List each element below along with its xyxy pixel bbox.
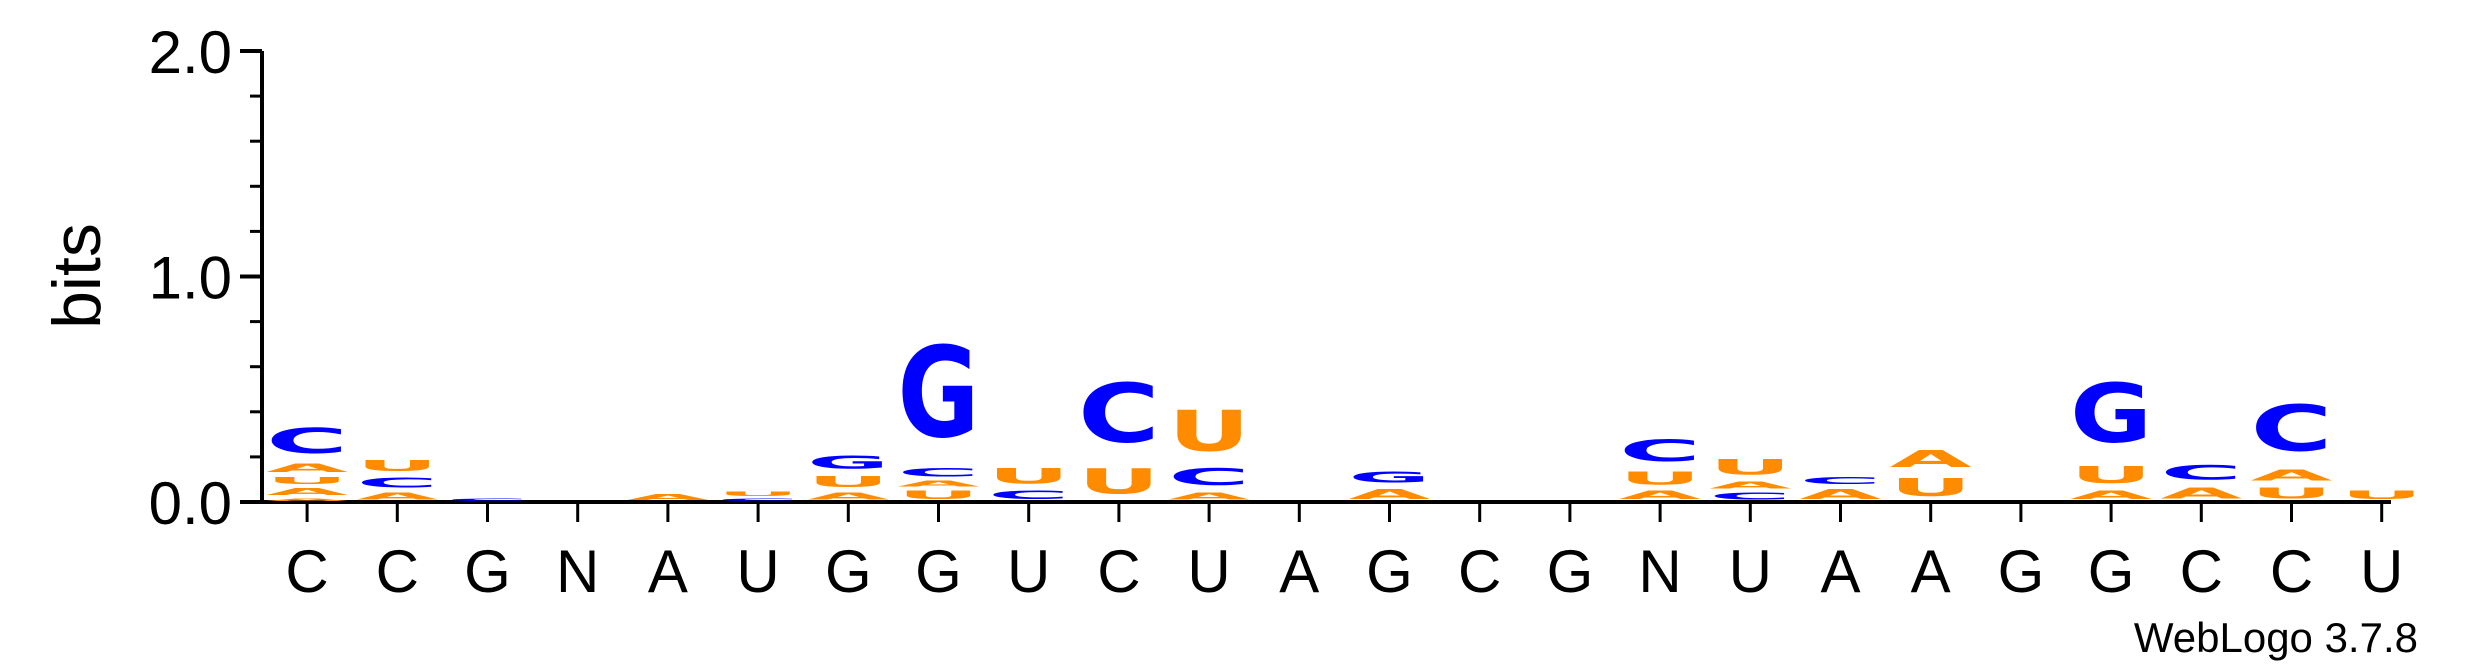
x-tick-label: C bbox=[2270, 538, 2313, 605]
x-tick-label: U bbox=[1729, 538, 1772, 605]
logo-letter-A: A bbox=[266, 461, 348, 475]
weblogo-version-label: WebLogo 3.7.8 bbox=[2134, 614, 2418, 661]
logo-letter-A: A bbox=[627, 493, 709, 502]
x-tick-label: U bbox=[736, 538, 779, 605]
logo-letter-C: C bbox=[2251, 393, 2333, 466]
logo-letter-U: U bbox=[807, 473, 889, 491]
logo-letter-U: U bbox=[1619, 469, 1701, 489]
logo-letter-C: C bbox=[1709, 491, 1791, 502]
logo-letter-C: C bbox=[2160, 462, 2242, 484]
logo-letter-U: U bbox=[2250, 484, 2332, 502]
logo-letter-U: U bbox=[2070, 462, 2152, 489]
logo-letter-A: A bbox=[356, 491, 438, 502]
logo-letter-U: U bbox=[988, 464, 1070, 489]
x-tick-label: G bbox=[1547, 538, 1594, 605]
logo-letter-U: U bbox=[2341, 488, 2423, 502]
x-tick-label: U bbox=[1007, 538, 1050, 605]
x-tick-label: G bbox=[464, 538, 511, 605]
logo-letter-A: A bbox=[1890, 446, 1972, 473]
x-tick-label: A bbox=[1279, 538, 1319, 605]
logo-letter-C: C bbox=[1800, 475, 1882, 486]
x-tick-label: C bbox=[285, 538, 328, 605]
logo-letter-C: C bbox=[356, 475, 438, 491]
logo-letter-A: A bbox=[898, 479, 980, 488]
y-ticks: 0.0 1.0 2.0 bbox=[149, 19, 262, 537]
logo-letter-C: C bbox=[1168, 464, 1250, 491]
logo-letter-A: A bbox=[1349, 486, 1432, 502]
logo-letter-A: A bbox=[1709, 479, 1791, 490]
logo-letter-U: U bbox=[356, 457, 438, 475]
logo-letter-G: G bbox=[898, 320, 980, 466]
logo-letter-G: G bbox=[807, 452, 889, 472]
x-tick-label: G bbox=[915, 538, 962, 605]
logo-letter-A: A bbox=[266, 497, 348, 502]
x-tick-label: N bbox=[1638, 538, 1681, 605]
logo-letter-U: U bbox=[1078, 462, 1160, 502]
y-tick-label: 2.0 bbox=[149, 19, 232, 86]
y-tick-label: 0.0 bbox=[149, 470, 232, 537]
logo-letter-A: A bbox=[266, 486, 348, 497]
y-tick-label: 1.0 bbox=[149, 245, 232, 312]
x-tick-label: A bbox=[1911, 538, 1951, 605]
logo-letter-C: C bbox=[898, 466, 980, 480]
logo-letter-A: A bbox=[807, 491, 889, 502]
x-tick-label: C bbox=[1097, 538, 1140, 605]
logo-letter-A: A bbox=[1619, 488, 1701, 502]
x-tick-label: A bbox=[648, 538, 688, 605]
logo-letter-U: U bbox=[1168, 399, 1250, 464]
logo-letter-C: C bbox=[1619, 435, 1701, 469]
logo-letter-G: G bbox=[2070, 368, 2152, 461]
logo-letter-A: A bbox=[2160, 484, 2243, 502]
x-tick-label: U bbox=[1187, 538, 1230, 605]
x-tick-label: G bbox=[825, 538, 872, 605]
x-tick-label: A bbox=[1820, 538, 1860, 605]
logo-letter-U: U bbox=[1709, 455, 1791, 480]
x-tick-label: G bbox=[1366, 538, 1413, 605]
x-tick-label: U bbox=[2360, 538, 2403, 605]
logo-letter-C: C bbox=[1078, 367, 1160, 462]
x-tick-label: C bbox=[2180, 538, 2223, 605]
x-tick-label: C bbox=[376, 538, 419, 605]
logo-letter-C: C bbox=[988, 488, 1070, 502]
logo-letter-G: G bbox=[1349, 468, 1431, 486]
logo-letter-U: U bbox=[717, 491, 799, 498]
logo-letter-U: U bbox=[266, 475, 348, 486]
logo-letter-A: A bbox=[2070, 488, 2152, 502]
logo-letter-C: C bbox=[266, 421, 348, 462]
logo-letter-A: A bbox=[1168, 491, 1250, 502]
x-tick-label: N bbox=[556, 538, 599, 605]
logo-letter-C: C bbox=[717, 498, 799, 502]
logo-letter-U: U bbox=[1890, 473, 1972, 502]
y-axis-label: bits bbox=[39, 223, 115, 329]
logo-letter-A: A bbox=[1800, 486, 1883, 502]
logo-letter-A: A bbox=[2251, 466, 2334, 484]
x-tick-label: G bbox=[1998, 538, 2045, 605]
x-tick-label: C bbox=[1458, 538, 1501, 605]
logo-letter-U: U bbox=[898, 488, 980, 502]
x-tick-label: G bbox=[2088, 538, 2135, 605]
logo-letter-C: C bbox=[447, 498, 529, 502]
